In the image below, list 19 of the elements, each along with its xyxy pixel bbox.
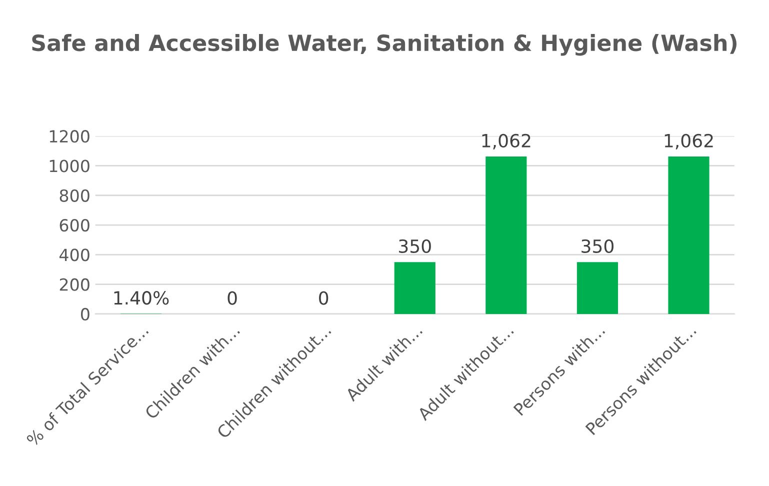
bar (486, 156, 527, 314)
chart-title: Safe and Accessible Water, Sanitation & Hygiene (Wash) (32, 34, 737, 56)
y-tick-label: 400 (60, 248, 90, 262)
y-tick-label: 1200 (50, 130, 90, 143)
data-label: 0 (228, 291, 237, 305)
data-label: 350 (399, 239, 431, 254)
data-label: 0 (319, 291, 328, 305)
y-tick-label: 1000 (50, 160, 90, 172)
bar (668, 156, 710, 314)
y-tick-label: 600 (60, 218, 90, 232)
bar (394, 262, 436, 314)
data-label: 1.40% (114, 291, 169, 305)
y-tick-label: 200 (60, 278, 90, 291)
y-tick-label: 0 (80, 308, 90, 321)
y-tick-label: 800 (60, 189, 90, 202)
data-label: 1,062 (482, 134, 530, 150)
bar (576, 262, 618, 314)
data-label: 1,062 (664, 134, 713, 150)
data-label: 350 (582, 239, 614, 254)
